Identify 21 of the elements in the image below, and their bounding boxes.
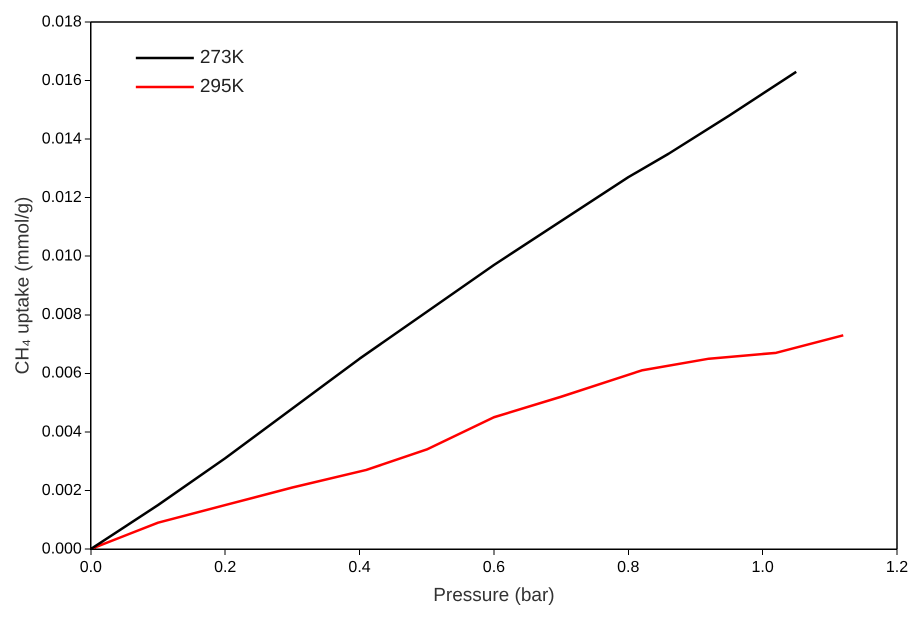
x-tick-label: 1.0 <box>752 559 774 576</box>
y-tick-label: 0.004 <box>42 423 82 440</box>
x-tick-label: 0.8 <box>617 559 640 576</box>
y-tick-label: 0.016 <box>42 72 82 89</box>
y-tick-label: 0.008 <box>42 306 82 324</box>
x-tick-label: 1.2 <box>886 559 908 576</box>
x-tick-label: 0.2 <box>214 559 236 576</box>
y-tick-label: 0.000 <box>42 540 82 558</box>
x-tick-label: 0.4 <box>348 559 371 576</box>
y-tick-label: 0.010 <box>42 248 82 265</box>
x-axis-title: Pressure (bar) <box>433 584 555 606</box>
y-tick-label: 0.014 <box>42 130 82 148</box>
y-tick-label: 0.012 <box>42 189 82 206</box>
legend-label: 295K <box>200 76 245 98</box>
y-axis-title: CH₄ uptake (mmol/g) <box>12 196 34 374</box>
x-tick-label: 0.0 <box>80 559 102 576</box>
y-tick-label: 0.002 <box>42 482 82 499</box>
y-tick-label: 0.018 <box>42 13 82 30</box>
y-tick-label: 0.006 <box>42 364 82 382</box>
x-tick-label: 0.6 <box>482 559 506 576</box>
legend-label: 273K <box>200 47 245 68</box>
